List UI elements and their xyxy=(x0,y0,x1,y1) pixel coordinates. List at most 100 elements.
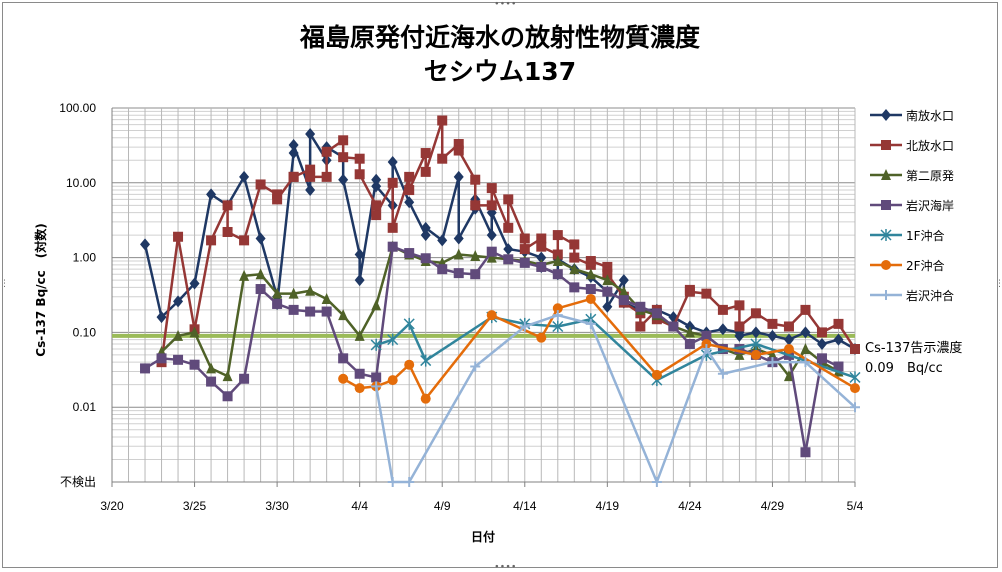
data-point xyxy=(750,337,762,350)
data-point xyxy=(470,174,481,185)
data-point xyxy=(371,299,382,311)
data-point xyxy=(420,229,431,242)
data-point xyxy=(288,147,299,160)
data-point xyxy=(849,371,861,384)
data-point xyxy=(420,148,431,159)
data-point xyxy=(239,235,250,246)
y-tick-label: 10.00 xyxy=(66,176,96,190)
data-point xyxy=(717,343,728,354)
resize-handle-left[interactable]: ⋮ xyxy=(0,279,9,289)
data-point xyxy=(585,318,596,329)
data-point xyxy=(189,277,200,290)
data-point xyxy=(140,238,151,251)
data-point xyxy=(684,326,695,338)
data-point xyxy=(519,233,530,244)
resize-handle-right[interactable]: ⋮ xyxy=(995,279,1002,289)
data-point xyxy=(602,274,613,286)
data-point xyxy=(189,359,200,370)
data-point xyxy=(635,321,646,332)
data-point xyxy=(272,189,283,200)
legend-label: 第二原発 xyxy=(906,169,954,183)
data-point xyxy=(503,222,514,233)
data-point xyxy=(850,402,860,413)
data-point xyxy=(453,170,464,183)
data-point xyxy=(371,210,382,221)
legend-label: 2F沖合 xyxy=(906,258,945,273)
data-point xyxy=(173,354,184,365)
data-point xyxy=(881,109,891,121)
data-point xyxy=(354,169,365,180)
data-point xyxy=(338,309,349,321)
data-point xyxy=(387,155,398,168)
x-tick-label: 4/9 xyxy=(434,499,451,513)
data-point xyxy=(734,329,745,342)
data-point xyxy=(734,348,745,360)
data-point xyxy=(255,232,266,245)
data-point xyxy=(750,308,761,319)
data-point xyxy=(321,146,332,157)
data-point xyxy=(536,241,547,252)
data-point xyxy=(371,173,382,186)
legend-label: 北放水口 xyxy=(906,138,954,153)
data-point xyxy=(585,268,596,280)
data-point xyxy=(255,179,266,190)
data-point xyxy=(750,326,761,339)
data-point xyxy=(552,269,563,280)
data-point xyxy=(206,376,217,387)
data-point xyxy=(651,477,662,487)
data-point xyxy=(453,145,464,156)
x-tick-label: 4/29 xyxy=(761,499,785,513)
data-point xyxy=(288,304,299,315)
data-point xyxy=(420,221,431,234)
series-6 xyxy=(371,310,860,487)
data-point xyxy=(881,140,891,150)
data-point xyxy=(536,233,547,244)
data-point xyxy=(173,295,184,308)
data-point xyxy=(816,353,827,364)
data-point xyxy=(816,327,827,338)
data-point xyxy=(321,292,332,304)
data-point xyxy=(552,230,563,241)
chart-subtitle: セシウム137 xyxy=(424,57,576,86)
data-point xyxy=(503,194,514,205)
data-point xyxy=(387,477,398,487)
data-point xyxy=(519,257,530,268)
data-point xyxy=(371,200,382,211)
data-point xyxy=(272,298,283,309)
data-point xyxy=(387,333,399,346)
data-point xyxy=(453,232,464,245)
data-point xyxy=(552,255,563,267)
data-point xyxy=(420,393,431,404)
data-point xyxy=(189,326,200,338)
data-point xyxy=(239,269,250,281)
data-point xyxy=(734,343,745,354)
data-point xyxy=(470,200,481,211)
data-point xyxy=(552,303,563,314)
resize-handle-bottom[interactable]: ∙∙∙∙ xyxy=(494,562,517,572)
data-point xyxy=(272,194,283,205)
data-point xyxy=(222,391,233,402)
x-tick-label: 4/19 xyxy=(596,499,620,513)
data-point xyxy=(404,196,415,209)
data-point xyxy=(470,269,481,280)
data-point xyxy=(288,287,299,299)
data-point xyxy=(486,229,497,242)
legend-label: 岩沢海岸 xyxy=(906,198,954,213)
data-point xyxy=(536,251,547,264)
data-point xyxy=(684,338,695,349)
series-line xyxy=(143,132,856,351)
y-tick-label: 不検出 xyxy=(60,475,96,489)
data-point xyxy=(453,248,464,260)
data-point xyxy=(881,200,891,210)
data-point xyxy=(173,231,184,242)
data-point xyxy=(321,306,332,317)
data-point xyxy=(800,304,811,315)
data-point xyxy=(767,318,778,329)
legend-label: 南放水口 xyxy=(906,108,954,123)
resize-handle-top[interactable]: ∙∙∙∙ xyxy=(494,0,517,9)
data-point xyxy=(651,308,662,319)
series-5 xyxy=(338,293,860,404)
data-point xyxy=(156,353,167,364)
plot-grid xyxy=(111,107,856,483)
data-point xyxy=(668,321,679,332)
